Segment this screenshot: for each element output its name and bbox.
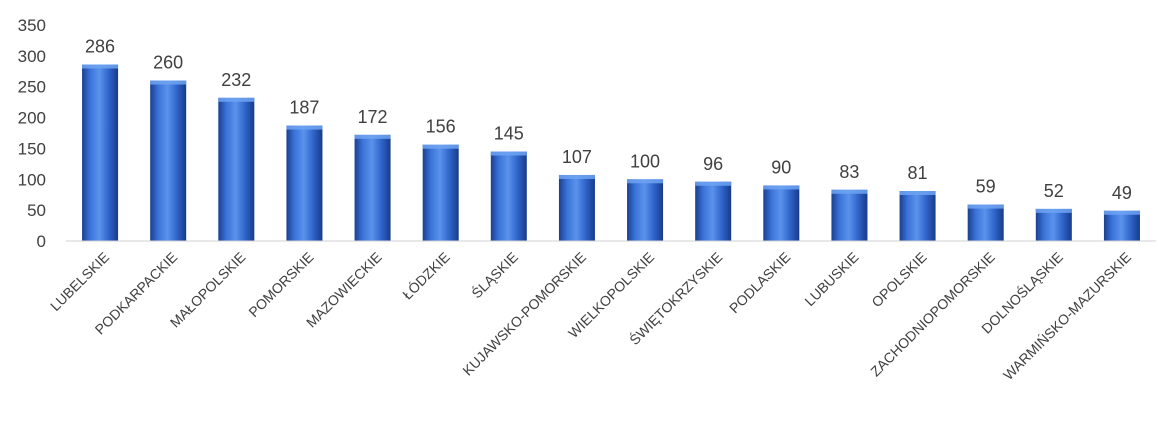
x-tick-label: PODLASKIE bbox=[726, 249, 793, 316]
bar bbox=[831, 189, 868, 241]
bar-top-highlight bbox=[831, 189, 868, 194]
x-axis: LUBELSKIEPODKARPACKIEMAŁOPOLSKIEPOMORSKI… bbox=[47, 240, 1156, 383]
data-label: 52 bbox=[1044, 181, 1064, 201]
y-tick-label: 100 bbox=[18, 170, 46, 189]
data-label: 145 bbox=[494, 124, 524, 144]
bar bbox=[82, 64, 119, 241]
bar-top-highlight bbox=[218, 97, 255, 102]
bar bbox=[763, 185, 800, 241]
y-tick-label: 50 bbox=[27, 201, 46, 220]
x-tick-label: LUBELSKIE bbox=[47, 249, 112, 314]
y-tick-label: 150 bbox=[18, 139, 46, 158]
bar-top-highlight bbox=[899, 191, 936, 196]
bar-top-highlight bbox=[1035, 208, 1072, 213]
x-tick-label: KUJAWSKO-POMORSKIE bbox=[459, 249, 589, 379]
data-label: 49 bbox=[1112, 183, 1132, 203]
x-tick-label: POMORSKIE bbox=[245, 249, 316, 320]
bar bbox=[967, 204, 1004, 241]
x-tick-label: ŚLĄSKIE bbox=[468, 248, 521, 301]
data-label: 81 bbox=[908, 163, 928, 183]
bar bbox=[627, 179, 664, 241]
data-label: 286 bbox=[85, 36, 115, 56]
bar bbox=[899, 191, 936, 241]
bar-top-highlight bbox=[967, 204, 1004, 209]
x-tick-label: OPOLSKIE bbox=[868, 249, 929, 310]
bar-top-highlight bbox=[82, 64, 119, 69]
bar-top-highlight bbox=[150, 80, 187, 85]
data-label: 232 bbox=[221, 70, 251, 90]
bar bbox=[695, 181, 732, 241]
bar bbox=[150, 80, 187, 242]
bar-top-highlight bbox=[490, 151, 527, 156]
y-tick-label: 300 bbox=[18, 47, 46, 66]
data-label: 172 bbox=[358, 107, 388, 127]
bar-top-highlight bbox=[354, 134, 391, 139]
y-axis: 0 50 100 150 200 250 300 350 bbox=[18, 16, 46, 251]
bar-top-highlight bbox=[1103, 210, 1140, 215]
y-tick-label: 350 bbox=[18, 16, 46, 35]
bar bbox=[286, 125, 323, 241]
bar-top-highlight bbox=[558, 174, 595, 179]
data-label: 100 bbox=[630, 151, 660, 171]
x-tick-label: WARMIŃSKO-MAZURSKIE bbox=[1000, 249, 1134, 383]
bar-top-highlight bbox=[422, 144, 459, 149]
bar bbox=[354, 134, 391, 241]
bar-top-highlight bbox=[695, 181, 732, 186]
x-tick-label: LUBUSKIE bbox=[801, 249, 861, 309]
bar-top-highlight bbox=[763, 185, 800, 190]
x-tick-label: ZACHODNIOPOMORSKIE bbox=[867, 249, 998, 380]
data-label: 59 bbox=[976, 177, 996, 197]
data-label: 96 bbox=[703, 154, 723, 174]
data-label: 90 bbox=[771, 157, 791, 177]
x-tick-label: ŁÓDZKIE bbox=[399, 249, 453, 303]
bar-top-highlight bbox=[286, 125, 323, 130]
data-label: 260 bbox=[153, 53, 183, 73]
bar bbox=[422, 144, 459, 241]
bar bbox=[558, 174, 595, 241]
y-tick-label: 200 bbox=[18, 109, 46, 128]
bar bbox=[218, 97, 255, 241]
y-tick-label: 0 bbox=[37, 232, 46, 251]
y-tick-label: 250 bbox=[18, 78, 46, 97]
data-label: 156 bbox=[426, 117, 456, 137]
bar-top-highlight bbox=[627, 179, 664, 184]
bar bbox=[1103, 210, 1140, 241]
data-label: 83 bbox=[839, 162, 859, 182]
data-label: 187 bbox=[289, 98, 319, 118]
bar bbox=[1035, 208, 1072, 241]
bars-group: 286 260 232 187 172 156 145 107 100 96 90 83 81 59 52 4… bbox=[82, 36, 1140, 242]
bar bbox=[490, 151, 527, 241]
data-label: 107 bbox=[562, 147, 592, 167]
